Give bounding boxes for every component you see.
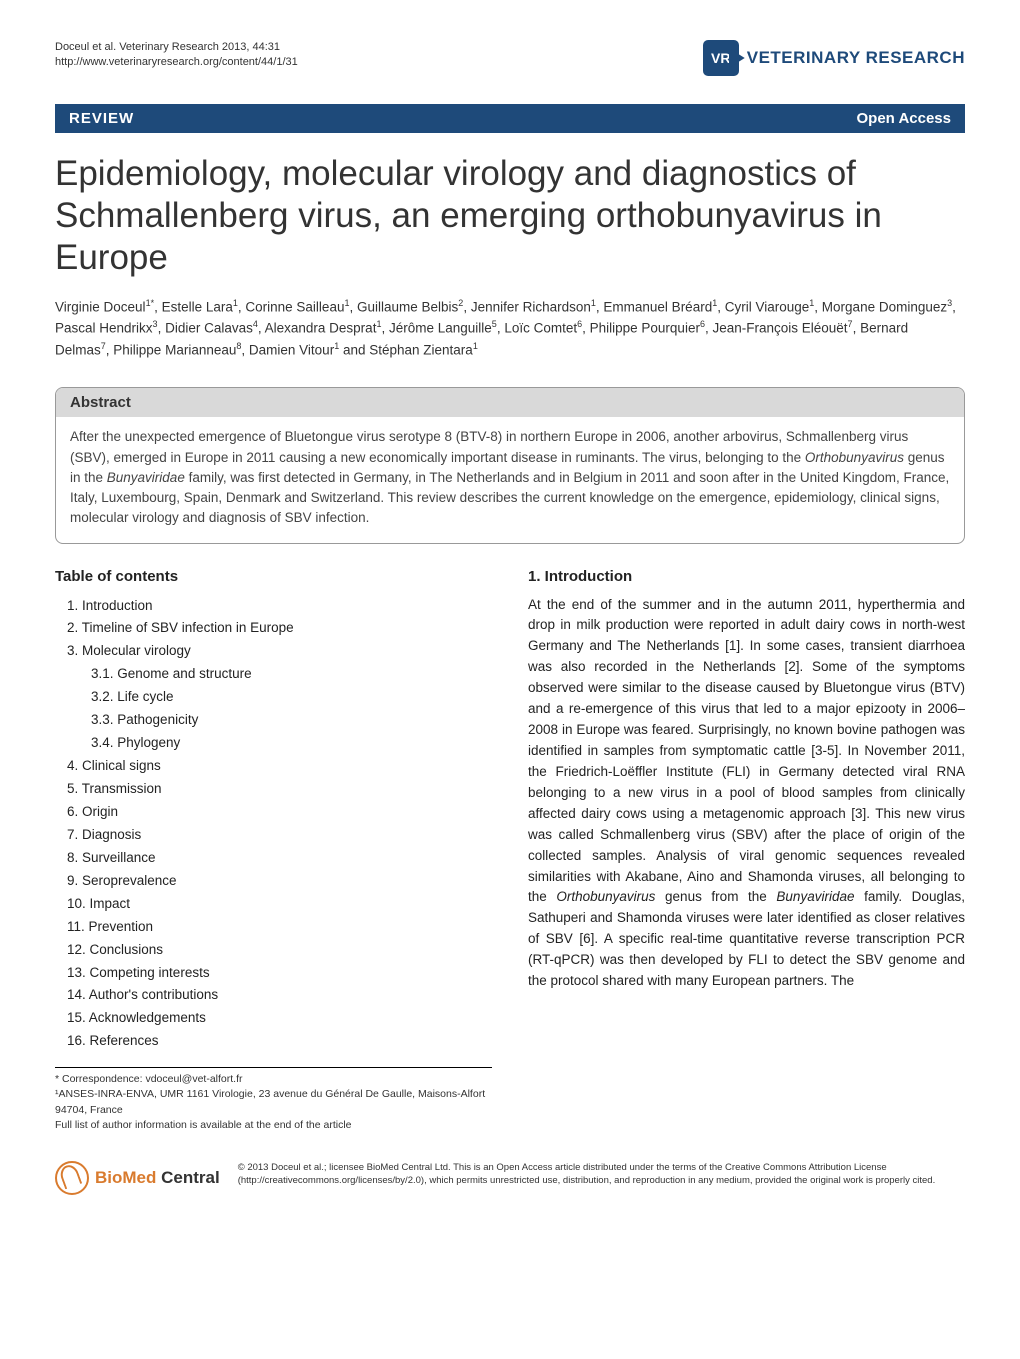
toc-item[interactable]: 15. Acknowledgements bbox=[67, 1007, 492, 1030]
toc-subitem[interactable]: 3.1. Genome and structure bbox=[91, 663, 492, 686]
toc-item[interactable]: 3. Molecular virology bbox=[67, 640, 492, 663]
biomed-central-text: BioMed Central bbox=[95, 1168, 220, 1188]
correspondence-affiliation: ¹ANSES-INRA-ENVA, UMR 1161 Virologie, 23… bbox=[55, 1087, 492, 1117]
intro-heading: 1. Introduction bbox=[528, 568, 965, 585]
correspondence-email[interactable]: * Correspondence: vdoceul@vet-alfort.fr bbox=[55, 1072, 492, 1087]
toc-item[interactable]: 12. Conclusions bbox=[67, 939, 492, 962]
abstract-panel: Abstract After the unexpected emergence … bbox=[55, 387, 965, 543]
toc-item[interactable]: 4. Clinical signs bbox=[67, 755, 492, 778]
left-column: Table of contents 1. Introduction 2. Tim… bbox=[55, 568, 492, 1134]
correspondence-block: * Correspondence: vdoceul@vet-alfort.fr … bbox=[55, 1072, 492, 1133]
toc-item[interactable]: 8. Surveillance bbox=[67, 847, 492, 870]
toc-subitem[interactable]: 3.3. Pathogenicity bbox=[91, 709, 492, 732]
toc-heading: Table of contents bbox=[55, 568, 492, 585]
biomed-central-icon bbox=[55, 1161, 89, 1195]
abstract-heading: Abstract bbox=[56, 388, 964, 417]
toc-item[interactable]: 14. Author's contributions bbox=[67, 984, 492, 1007]
toc-item[interactable]: 5. Transmission bbox=[67, 778, 492, 801]
toc-item[interactable]: 13. Competing interests bbox=[67, 962, 492, 985]
toc-item[interactable]: 16. References bbox=[67, 1030, 492, 1053]
toc-item[interactable]: 9. Seroprevalence bbox=[67, 870, 492, 893]
open-access-label: Open Access bbox=[857, 110, 952, 127]
correspondence-note: Full list of author information is avail… bbox=[55, 1118, 492, 1133]
intro-text: At the end of the summer and in the autu… bbox=[528, 595, 965, 993]
bmc-bio: BioMed bbox=[95, 1168, 156, 1187]
right-column: 1. Introduction At the end of the summer… bbox=[528, 568, 965, 1134]
article-type-bar: REVIEW Open Access bbox=[55, 104, 965, 133]
bmc-central: Central bbox=[156, 1168, 219, 1187]
toc-item[interactable]: 1. Introduction bbox=[67, 595, 492, 618]
toc-subitem[interactable]: 3.2. Life cycle bbox=[91, 686, 492, 709]
journal-brand: VR VETERINARY RESEARCH bbox=[703, 40, 965, 76]
toc-item[interactable]: 6. Origin bbox=[67, 801, 492, 824]
abstract-text: After the unexpected emergence of Blueto… bbox=[56, 417, 964, 542]
toc-item[interactable]: 2. Timeline of SBV infection in Europe bbox=[67, 617, 492, 640]
toc-subitem[interactable]: 3.4. Phylogeny bbox=[91, 732, 492, 755]
journal-logo-icon: VR bbox=[703, 40, 739, 76]
main-columns: Table of contents 1. Introduction 2. Tim… bbox=[55, 568, 965, 1134]
divider bbox=[55, 1067, 492, 1068]
toc-item[interactable]: 11. Prevention bbox=[67, 916, 492, 939]
citation-text: Doceul et al. Veterinary Research 2013, … bbox=[55, 40, 298, 55]
table-of-contents: 1. Introduction 2. Timeline of SBV infec… bbox=[55, 595, 492, 1054]
authors-list: Virginie Doceul1*, Estelle Lara1, Corinn… bbox=[55, 297, 965, 361]
toc-item[interactable]: 7. Diagnosis bbox=[67, 824, 492, 847]
biomed-central-logo: BioMed Central bbox=[55, 1161, 220, 1195]
toc-item[interactable]: 10. Impact bbox=[67, 893, 492, 916]
article-title: Epidemiology, molecular virology and dia… bbox=[55, 153, 965, 279]
article-type-label: REVIEW bbox=[69, 110, 134, 127]
license-text: © 2013 Doceul et al.; licensee BioMed Ce… bbox=[238, 1161, 965, 1188]
page-header: Doceul et al. Veterinary Research 2013, … bbox=[55, 40, 965, 76]
citation-block: Doceul et al. Veterinary Research 2013, … bbox=[55, 40, 298, 71]
journal-name: VETERINARY RESEARCH bbox=[747, 48, 965, 68]
article-url[interactable]: http://www.veterinaryresearch.org/conten… bbox=[55, 55, 298, 70]
page-footer: BioMed Central © 2013 Doceul et al.; lic… bbox=[55, 1155, 965, 1195]
